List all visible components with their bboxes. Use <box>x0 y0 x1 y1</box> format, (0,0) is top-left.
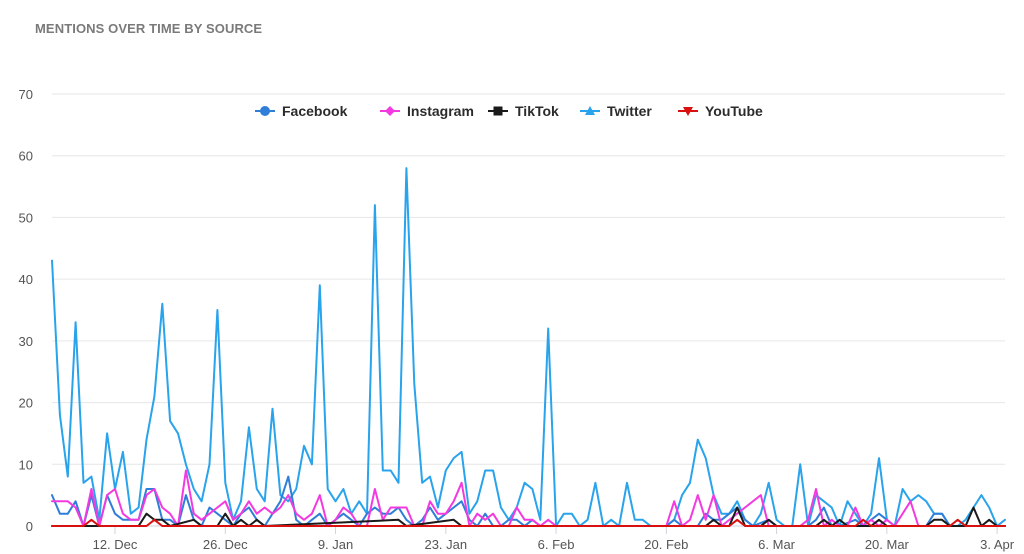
y-tick-label: 30 <box>19 334 33 349</box>
grid-lines <box>52 93 1005 527</box>
legend-marker-triangle-down <box>683 107 693 116</box>
y-tick-label: 20 <box>19 396 33 411</box>
legend-item-instagram[interactable]: Instagram <box>380 103 474 119</box>
series-line-facebook <box>51 475 1006 527</box>
legend-label: Twitter <box>607 103 652 119</box>
series-line-youtube <box>51 518 1006 527</box>
legend-marker-diamond <box>385 106 395 116</box>
legend-item-tiktok[interactable]: TikTok <box>488 103 559 119</box>
y-axis: 0 10 20 30 40 50 60 70 <box>19 87 33 534</box>
y-tick-label: 70 <box>19 87 33 102</box>
x-tick-label: 6. Mar <box>758 537 796 552</box>
series-line-instagram <box>51 469 1006 527</box>
legend-marker-square <box>493 106 503 116</box>
series-line-twitter <box>51 167 1006 527</box>
series-group <box>51 167 1006 527</box>
legend-item-facebook[interactable]: Facebook <box>255 103 348 119</box>
legend-item-youtube[interactable]: YouTube <box>678 103 763 119</box>
legend-label: Facebook <box>282 103 348 119</box>
x-tick-label: 20. Mar <box>865 537 910 552</box>
y-tick-label: 60 <box>19 149 33 164</box>
x-tick-label: 12. Dec <box>93 537 138 552</box>
x-axis: 12. Dec 26. Dec 9. Jan 23. Jan 6. Feb 20. Feb… <box>93 526 1015 552</box>
legend-label: Instagram <box>407 103 474 119</box>
legend-marker-triangle <box>585 106 595 115</box>
x-tick-label: 9. Jan <box>318 537 353 552</box>
chart-title: MENTIONS OVER TIME BY SOURCE <box>35 21 263 36</box>
y-tick-label: 10 <box>19 457 33 472</box>
legend-label: YouTube <box>705 103 763 119</box>
x-tick-label: 23. Jan <box>424 537 467 552</box>
legend[interactable]: Facebook Instagram TikTok Twitter YouTube <box>255 103 763 119</box>
x-tick-label: 3. Apr <box>980 537 1015 552</box>
y-tick-label: 40 <box>19 272 33 287</box>
legend-item-twitter[interactable]: Twitter <box>580 103 652 119</box>
legend-label: TikTok <box>515 103 559 119</box>
legend-marker-circle <box>260 106 270 116</box>
x-tick-label: 26. Dec <box>203 537 248 552</box>
y-tick-label: 0 <box>26 519 33 534</box>
x-tick-label: 20. Feb <box>644 537 688 552</box>
y-tick-label: 50 <box>19 210 33 225</box>
x-tick-label: 6. Feb <box>538 537 575 552</box>
